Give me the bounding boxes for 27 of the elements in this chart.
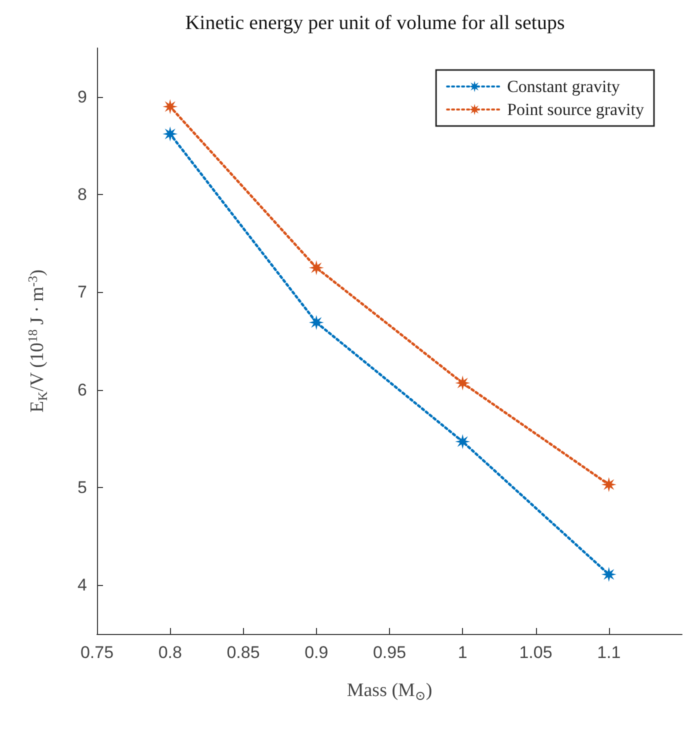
x-tick-label: 0.85 [226, 643, 260, 662]
y-tick-label: 5 [78, 478, 87, 497]
x-tick-label: 0.8 [158, 643, 182, 662]
legend-label: Point source gravity [507, 100, 644, 119]
point [601, 477, 616, 492]
y-tick-label: 4 [78, 576, 87, 595]
y-tick-label: 9 [78, 87, 87, 106]
point [308, 314, 324, 330]
x-axis-title: Mass (M⊙) [346, 680, 432, 703]
x-tick-label: 1.05 [519, 643, 552, 662]
chart-title: Kinetic energy per unit of volume for all setups [185, 12, 565, 34]
point [601, 566, 616, 582]
y-axis-title: EK/V (1018 J · m-3) [25, 270, 50, 412]
y-tick-label: 7 [78, 282, 87, 302]
x-tick-label: 1 [458, 643, 468, 662]
point [455, 375, 470, 390]
point [162, 126, 178, 142]
x-tick-label: 0.9 [304, 643, 328, 662]
point [162, 99, 178, 114]
x-tick-label: 0.95 [372, 643, 406, 662]
x-tick-label: 1.1 [597, 643, 621, 662]
x-tick-label: 0.75 [80, 643, 114, 662]
y-tick-label: 8 [78, 185, 87, 204]
legend-label: Constant gravity [507, 77, 620, 96]
point [455, 434, 470, 450]
y-tick-label: 6 [78, 380, 87, 400]
point [308, 260, 324, 276]
